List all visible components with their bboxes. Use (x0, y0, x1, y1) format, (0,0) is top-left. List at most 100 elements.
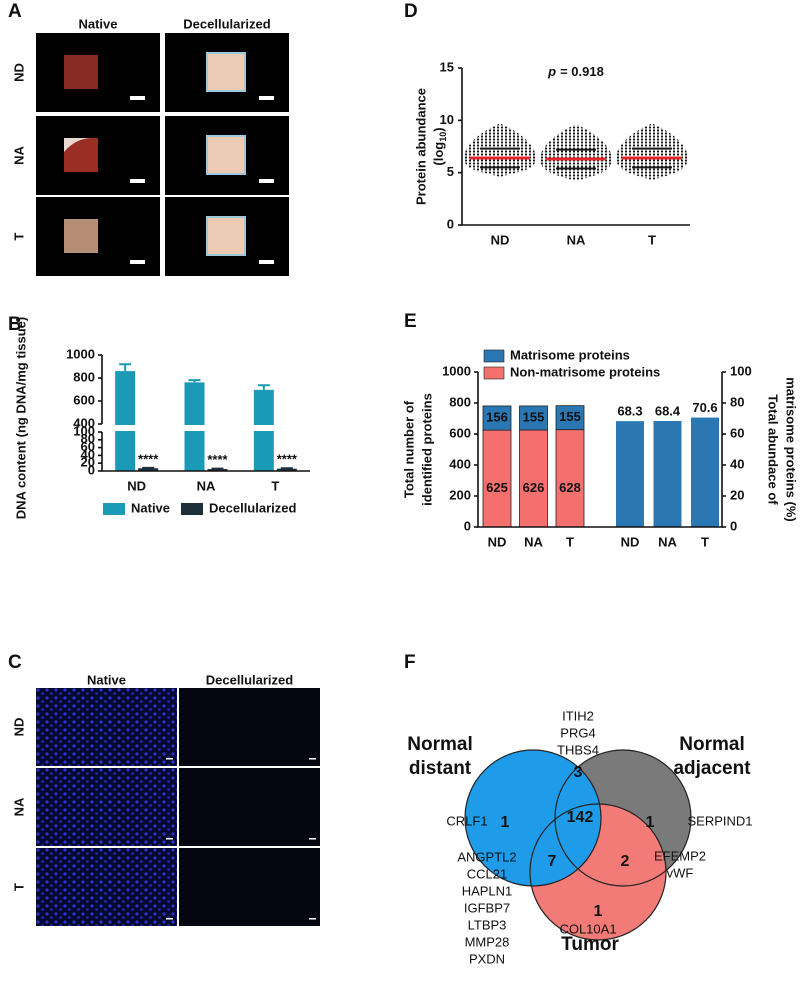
y2-tick-label: 80 (730, 394, 744, 409)
bar-segment (519, 429, 548, 528)
error-bar (188, 379, 201, 383)
legend-swatch (483, 366, 505, 380)
panel-label: D (404, 1, 418, 22)
protein-name: IGFBP7 (464, 900, 510, 915)
p-value: = 0.918 (560, 64, 604, 79)
x-tick-label: ND (491, 232, 510, 247)
y-tick-label: 600 (73, 392, 95, 407)
y-tick-label: 800 (449, 394, 471, 409)
venn-set-name: distant (409, 758, 472, 779)
legend-label: Non-matrisome proteins (510, 364, 660, 379)
row-label: ND (11, 63, 26, 82)
panel-label: A (8, 1, 22, 22)
panel-label: E (404, 311, 417, 332)
venn-set-name: Normal (407, 734, 472, 755)
y-axis (101, 355, 310, 472)
data-swarm (540, 124, 612, 182)
y-tick-label: 400 (449, 456, 471, 471)
x-tick-label: NA (658, 534, 677, 549)
y-tick-label: 60 (81, 439, 95, 454)
y-tick-label: 200 (449, 487, 471, 502)
protein-name: CCL21 (467, 866, 507, 881)
bar (276, 468, 297, 471)
y2-tick-label: 40 (730, 456, 744, 471)
bar (115, 371, 136, 471)
scale-bar (259, 96, 274, 100)
y-axis-label: Total number of (401, 400, 416, 498)
error-bar (257, 384, 270, 390)
y-tick-label: 1000 (442, 363, 471, 378)
data-label: 628 (559, 480, 581, 495)
y-tick-label: 0 (464, 518, 471, 533)
protein-name: SERPIND1 (687, 813, 752, 828)
y-tick-label: 0 (88, 462, 95, 477)
legend-label: Decellularized (209, 500, 296, 515)
data-label: 70.6 (692, 400, 717, 415)
row-label: T (11, 232, 26, 240)
venn-set (465, 750, 601, 886)
protein-name: MMP28 (465, 934, 510, 949)
y-tick-label: 40 (81, 447, 95, 462)
tissue (64, 219, 98, 253)
panel-label: B (8, 314, 22, 335)
row-label: ND (11, 718, 26, 737)
venn-outline (554, 749, 692, 887)
venn-count: 2 (621, 853, 630, 870)
micrograph (36, 688, 177, 766)
tissue (64, 55, 98, 89)
y-axis-unit: (log10) (431, 127, 448, 165)
significance: **** (277, 452, 298, 467)
y2-axis-label: Total abundace of (766, 394, 781, 505)
x-tick-label: NA (197, 478, 216, 493)
scale-bar (130, 260, 145, 264)
bar (138, 468, 159, 471)
row-label: T (11, 883, 26, 891)
venn-set-name: Tumor (561, 934, 619, 955)
bar-segment (555, 429, 585, 528)
venn-count: 1 (501, 814, 510, 831)
venn-outline (464, 749, 602, 887)
venn-count: 142 (567, 809, 594, 826)
column-header: Decellularized (183, 16, 270, 31)
micrograph (179, 688, 320, 766)
micrograph (36, 768, 177, 846)
scale-bar (166, 918, 173, 920)
x-tick-label: ND (488, 534, 507, 549)
tissue (206, 52, 246, 92)
protein-name: EFEMP2 (654, 848, 706, 863)
venn-count: 1 (646, 814, 655, 831)
venn-outline (529, 803, 667, 941)
significance: **** (207, 452, 228, 467)
unit-prefix: (log (431, 142, 446, 166)
tissue-highlight (64, 138, 92, 152)
y2-tick-label: 60 (730, 425, 744, 440)
y-tick-label: 600 (449, 425, 471, 440)
data-label: 155 (559, 409, 581, 424)
bar-segment (482, 405, 512, 431)
tissue (206, 135, 246, 175)
bar (653, 420, 682, 527)
protein-name: ITIH2 (562, 708, 594, 723)
data-label: 68.4 (655, 403, 681, 418)
protein-name: CRLF1 (446, 813, 487, 828)
axes (477, 372, 723, 528)
protein-name: ANGPTL2 (457, 849, 516, 864)
y-tick-label: 400 (73, 415, 95, 430)
scale-bar (309, 838, 316, 840)
y-tick-label: 15 (440, 59, 454, 74)
column-header: Decellularized (206, 672, 293, 687)
scale-bar (166, 838, 173, 840)
y-axis-label: Protein abundance (413, 88, 428, 205)
panel-label: F (404, 652, 416, 673)
data-label: 626 (523, 480, 545, 495)
bar (691, 417, 719, 527)
column-header: Native (78, 16, 117, 31)
x-tick-label: T (701, 534, 709, 549)
scale-bar (130, 96, 145, 100)
bar-segment (482, 429, 512, 528)
bar (207, 469, 228, 471)
scale-bar (309, 918, 316, 920)
legend-label: Native (131, 500, 170, 515)
scale-bar (309, 758, 316, 760)
row-label: NA (11, 146, 26, 165)
